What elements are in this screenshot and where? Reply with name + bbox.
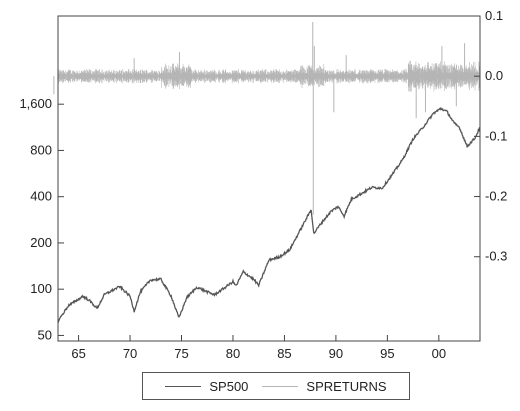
- sp500-line: [57, 106, 481, 323]
- spreturns-series: [53, 22, 481, 215]
- left-y-axis: 50 100 200 400 800 1,600: [19, 96, 64, 342]
- x-tick-label: 95: [380, 346, 394, 361]
- right-tick-label: -0.3: [485, 249, 507, 264]
- legend: SP500 SPRETURNS: [142, 372, 410, 400]
- plot-frame: [57, 15, 481, 342]
- legend-item-spreturns: SPRETURNS: [262, 378, 387, 394]
- legend-label-spreturns: SPRETURNS: [306, 378, 387, 394]
- spreturns-noise: [57, 60, 481, 92]
- right-tick-label: -0.1: [485, 128, 507, 143]
- legend-item-sp500: SP500: [165, 379, 248, 394]
- x-axis: 65 70 75 80 85 90 95 00: [71, 335, 446, 361]
- x-tick-label: 00: [432, 346, 446, 361]
- x-tick-label: 70: [123, 346, 137, 361]
- legend-swatch-spreturns: [262, 385, 299, 387]
- x-tick-label: 85: [277, 346, 291, 361]
- left-tick-label: 1,600: [19, 96, 52, 111]
- right-tick-label: 0.0: [485, 68, 503, 83]
- left-tick-label: 200: [30, 235, 52, 250]
- left-tick-label: 100: [30, 281, 52, 296]
- x-tick-label: 75: [174, 346, 188, 361]
- left-tick-label: 50: [38, 327, 52, 342]
- right-tick-label: -0.2: [485, 189, 507, 204]
- legend-label-sp500: SP500: [209, 378, 249, 394]
- right-tick-label: 0.1: [485, 8, 503, 23]
- x-tick-label: 80: [226, 346, 240, 361]
- legend-swatch-sp500: [165, 385, 202, 387]
- x-tick-label: 90: [329, 346, 343, 361]
- left-tick-label: 400: [30, 189, 52, 204]
- right-y-axis: 0.1 0.0 -0.1 -0.2 -0.3: [474, 8, 507, 264]
- x-tick-label: 65: [71, 346, 85, 361]
- left-tick-label: 800: [30, 142, 52, 157]
